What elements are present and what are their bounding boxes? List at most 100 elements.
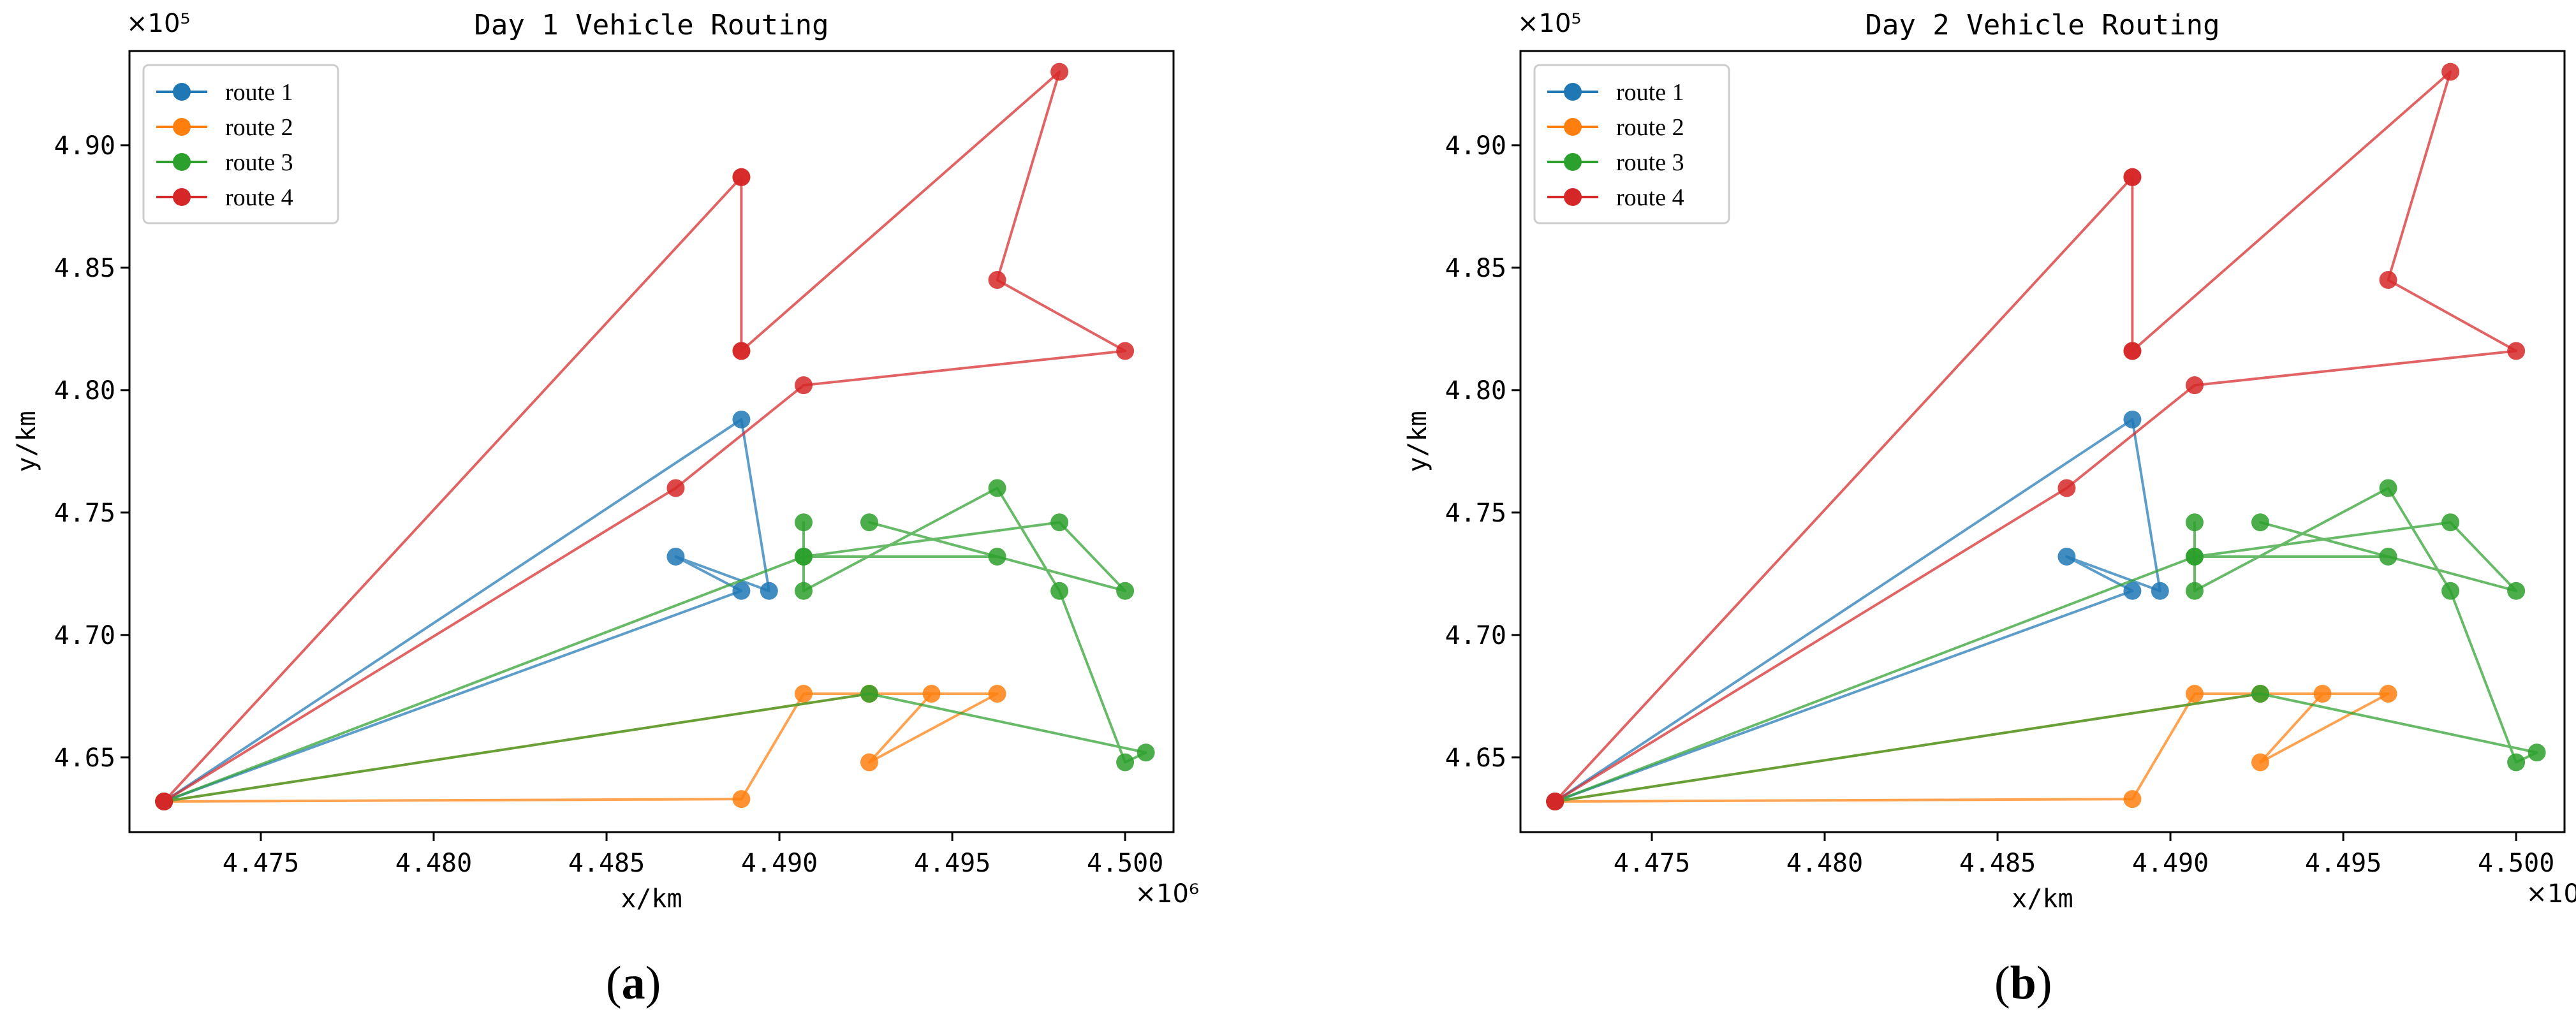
data-point (2251, 513, 2269, 532)
x-tick-label: 4.495 (2305, 849, 2381, 878)
data-point (2379, 547, 2397, 566)
y-tick-label: 4.75 (1445, 499, 1506, 528)
y-axis-label: y/km (12, 411, 41, 472)
legend-label: route 4 (1616, 184, 1684, 211)
data-point (2186, 547, 2204, 566)
legend-item: route 1 (1547, 79, 1684, 106)
x-tick-label: 4.480 (395, 849, 472, 878)
y-tick-label: 4.85 (1445, 254, 1506, 283)
data-point (1546, 792, 1564, 810)
data-point (2123, 790, 2142, 808)
legend-label: route 4 (225, 184, 293, 211)
legend: route 1 route 2 route 3 route 4 (1533, 64, 1730, 224)
data-point (860, 685, 878, 703)
series-route-4 (1546, 62, 2526, 810)
legend-marker (173, 118, 191, 136)
x-tick-label: 4.475 (1614, 849, 1690, 878)
legend-item: route 3 (156, 149, 293, 176)
data-point (2313, 685, 2332, 703)
y-offset-label: ×10⁵ (1517, 9, 1581, 38)
data-point (860, 513, 878, 532)
data-point (1050, 582, 1069, 600)
panel-label-b: (b) (1994, 957, 2052, 1009)
y-offset-label: ×10⁵ (126, 9, 190, 38)
x-tick-label: 4.480 (1786, 849, 1863, 878)
data-point (155, 792, 173, 810)
data-point (732, 342, 751, 360)
y-tick-label: 4.80 (1445, 376, 1506, 406)
legend-item: route 1 (156, 79, 293, 106)
data-point (2251, 685, 2269, 703)
y-tick-label: 4.80 (54, 376, 115, 406)
series-line (163, 418, 770, 803)
legend-marker (1564, 153, 1582, 171)
legend-frame (142, 64, 339, 224)
data-point (732, 168, 751, 186)
y-tick-label: 4.70 (54, 621, 115, 650)
data-point (2123, 582, 2142, 600)
legend-label: route 2 (1616, 114, 1684, 141)
data-point (2507, 753, 2526, 772)
legend-marker (173, 153, 191, 171)
data-point (2441, 582, 2460, 600)
series-line (163, 692, 999, 803)
x-tick-label: 4.485 (568, 849, 645, 878)
series-route-3 (1546, 479, 2546, 810)
data-point (2123, 410, 2142, 428)
legend-marker (173, 188, 191, 206)
legend-marker (1564, 118, 1582, 136)
data-point (2057, 547, 2076, 566)
x-offset-label: ×10⁶ (1135, 879, 1199, 909)
data-point (795, 547, 813, 566)
legend-item: route 2 (156, 114, 293, 141)
legend-marker (173, 83, 191, 101)
data-point (732, 582, 751, 600)
data-point (922, 685, 941, 703)
data-point (2507, 342, 2526, 360)
plot-area (1546, 62, 2546, 810)
legend-frame (1533, 64, 1730, 224)
chart-panel-2: 4.475 4.480 4.485 4.490 4.495 4.500 4.65 4.70 4.… (1403, 9, 2576, 914)
data-point (732, 410, 751, 428)
data-point (1050, 513, 1069, 532)
x-tick-label: 4.495 (914, 849, 990, 878)
data-point (988, 685, 1006, 703)
data-point (2507, 582, 2526, 600)
data-point (2186, 376, 2204, 395)
data-point (988, 479, 1006, 497)
x-tick-label: 4.490 (741, 849, 818, 878)
data-point (2379, 271, 2397, 289)
legend-item: route 4 (1547, 184, 1684, 211)
panel-label-a: (a) (606, 957, 661, 1009)
y-tick-label: 4.90 (1445, 131, 1506, 161)
chart-title: Day 1 Vehicle Routing (474, 9, 828, 41)
data-point (666, 547, 685, 566)
data-point (860, 753, 878, 772)
data-point (2441, 513, 2460, 532)
data-point (1116, 582, 1135, 600)
x-tick-label: 4.490 (2132, 849, 2209, 878)
y-tick-label: 4.90 (54, 131, 115, 161)
legend-marker (1564, 188, 1582, 206)
data-point (988, 547, 1006, 566)
data-point (2441, 62, 2460, 81)
data-point (2057, 479, 2076, 497)
data-point (2186, 685, 2204, 703)
data-point (666, 479, 685, 497)
legend-item: route 2 (1547, 114, 1684, 141)
data-point (2123, 342, 2142, 360)
series-line (1554, 692, 2390, 803)
data-point (2151, 582, 2169, 600)
x-axis-label: x/km (621, 884, 682, 914)
y-tick-label: 4.65 (54, 743, 115, 773)
series-line (1554, 418, 2161, 803)
x-tick-label: 4.500 (2478, 849, 2554, 878)
data-point (1050, 62, 1069, 81)
legend-marker (1564, 83, 1582, 101)
y-tick-label: 4.85 (54, 254, 115, 283)
data-point (732, 790, 751, 808)
data-point (760, 582, 778, 600)
y-tick-label: 4.70 (1445, 621, 1506, 650)
chart-panel-1: 4.475 4.480 4.485 4.490 4.495 4.500 4.65 4.70 4.… (12, 9, 1199, 914)
